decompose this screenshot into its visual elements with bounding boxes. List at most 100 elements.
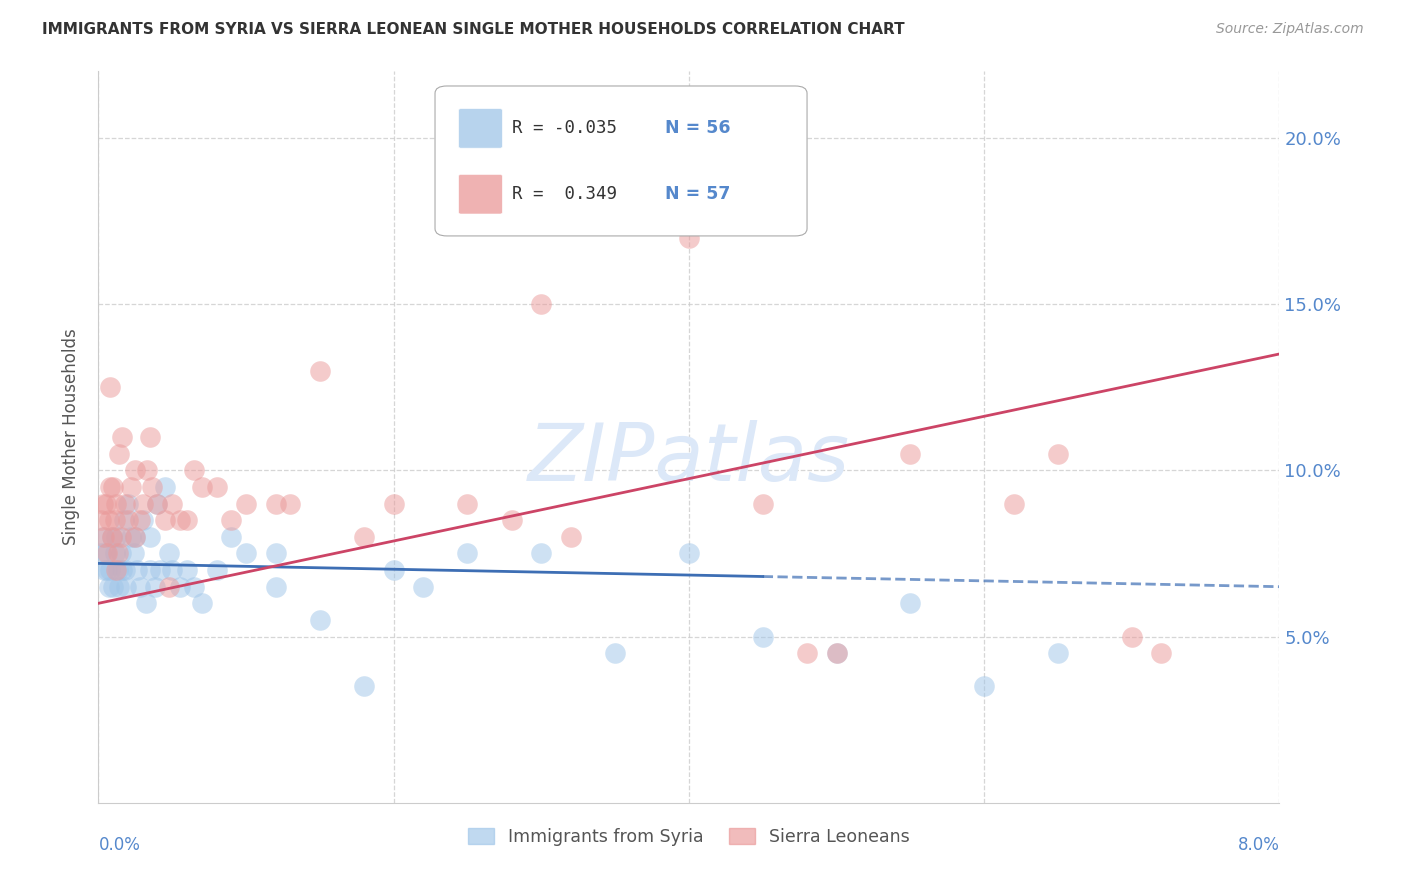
- Text: 0.0%: 0.0%: [98, 836, 141, 854]
- Point: [825, 646, 848, 660]
- Point: [104, 546, 127, 560]
- Point: [104, 513, 127, 527]
- Point: [183, 580, 205, 594]
- Point: [309, 613, 332, 627]
- Point: [120, 480, 142, 494]
- Point: [162, 497, 183, 511]
- Point: [309, 363, 332, 377]
- Point: [139, 430, 162, 444]
- Point: [560, 530, 582, 544]
- Point: [205, 563, 228, 577]
- Point: [98, 480, 121, 494]
- Point: [105, 497, 128, 511]
- Point: [153, 480, 176, 494]
- Point: [169, 580, 191, 594]
- Point: [117, 497, 139, 511]
- Point: [501, 513, 523, 527]
- Point: [530, 297, 553, 311]
- Point: [93, 563, 115, 577]
- Point: [114, 497, 136, 511]
- Point: [183, 463, 205, 477]
- Point: [382, 563, 405, 577]
- Point: [530, 546, 553, 560]
- Point: [153, 513, 176, 527]
- Point: [264, 497, 287, 511]
- Point: [678, 230, 700, 244]
- Point: [107, 546, 129, 560]
- Point: [135, 596, 157, 610]
- Point: [96, 563, 118, 577]
- Point: [382, 497, 405, 511]
- Point: [91, 497, 114, 511]
- Point: [114, 563, 136, 577]
- Point: [149, 563, 172, 577]
- Point: [176, 563, 198, 577]
- Point: [605, 180, 627, 194]
- Point: [98, 563, 121, 577]
- Text: IMMIGRANTS FROM SYRIA VS SIERRA LEONEAN SINGLE MOTHER HOUSEHOLDS CORRELATION CHA: IMMIGRANTS FROM SYRIA VS SIERRA LEONEAN …: [42, 22, 905, 37]
- Point: [139, 530, 162, 544]
- Point: [162, 563, 183, 577]
- Point: [1046, 646, 1070, 660]
- Point: [191, 480, 214, 494]
- Point: [91, 530, 114, 544]
- Point: [117, 513, 139, 527]
- FancyBboxPatch shape: [434, 86, 807, 235]
- Point: [157, 580, 180, 594]
- Point: [100, 530, 122, 544]
- Point: [157, 546, 180, 560]
- Point: [169, 513, 191, 527]
- Point: [752, 497, 775, 511]
- Y-axis label: Single Mother Households: Single Mother Households: [62, 329, 80, 545]
- Point: [124, 463, 146, 477]
- Point: [146, 497, 169, 511]
- Point: [457, 497, 479, 511]
- Point: [132, 497, 155, 511]
- Point: [146, 497, 169, 511]
- Point: [1121, 630, 1143, 644]
- Point: [90, 513, 112, 527]
- Point: [110, 530, 132, 544]
- Point: [235, 546, 257, 560]
- Point: [191, 596, 214, 610]
- Point: [235, 497, 257, 511]
- Point: [280, 497, 302, 511]
- Point: [264, 580, 287, 594]
- Text: N = 57: N = 57: [665, 186, 731, 203]
- Point: [108, 580, 131, 594]
- Point: [122, 546, 145, 560]
- Point: [353, 680, 375, 694]
- Point: [124, 530, 146, 544]
- Text: 8.0%: 8.0%: [1237, 836, 1279, 854]
- Point: [97, 580, 120, 594]
- Point: [221, 530, 243, 544]
- Text: R =  0.349: R = 0.349: [512, 186, 617, 203]
- Text: R = -0.035: R = -0.035: [512, 120, 617, 137]
- Point: [143, 580, 166, 594]
- FancyBboxPatch shape: [458, 109, 502, 148]
- Point: [105, 530, 128, 544]
- Point: [678, 546, 700, 560]
- Point: [825, 646, 848, 660]
- Point: [100, 530, 122, 544]
- Point: [457, 546, 479, 560]
- Point: [103, 580, 125, 594]
- Text: N = 56: N = 56: [665, 120, 731, 137]
- Point: [973, 680, 995, 694]
- Point: [111, 430, 134, 444]
- Point: [796, 646, 818, 660]
- Point: [1002, 497, 1025, 511]
- Legend: Immigrants from Syria, Sierra Leoneans: Immigrants from Syria, Sierra Leoneans: [461, 821, 917, 853]
- Point: [1046, 447, 1070, 461]
- Point: [107, 563, 129, 577]
- Point: [139, 563, 162, 577]
- Point: [900, 596, 922, 610]
- Point: [412, 580, 434, 594]
- Point: [1150, 646, 1173, 660]
- Point: [108, 447, 131, 461]
- Point: [111, 563, 134, 577]
- Point: [93, 530, 115, 544]
- Point: [605, 646, 627, 660]
- Point: [264, 546, 287, 560]
- Point: [94, 546, 117, 560]
